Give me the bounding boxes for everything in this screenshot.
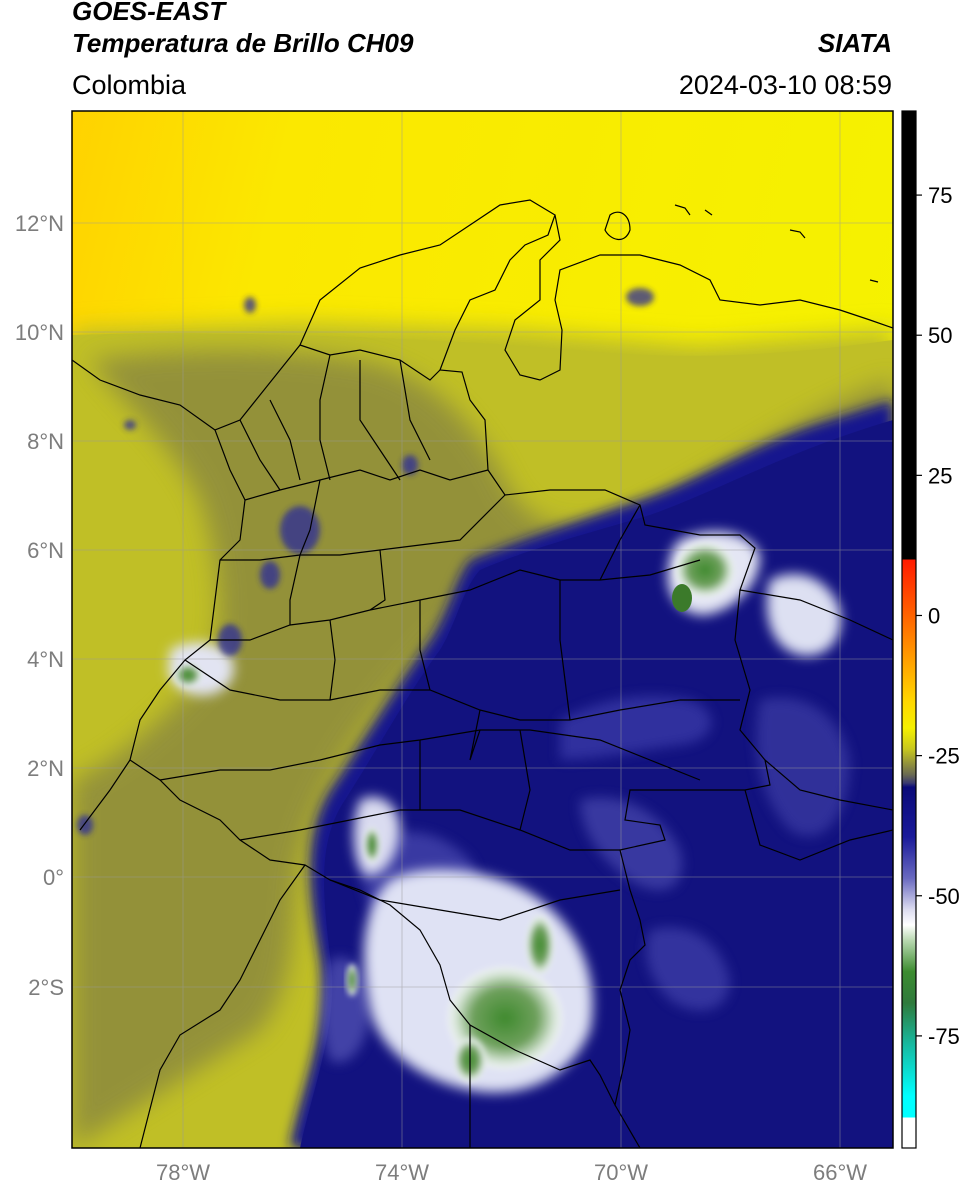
satellite-title: GOES-EAST [72,0,226,26]
lat-tick-label: 10°N [15,320,64,345]
datetime-label: 2024-03-10 08:59 [678,70,892,100]
lon-tick-label: 66°W [813,1160,867,1185]
agency-label: SIATA [817,28,892,58]
brightness-temperature-field [72,111,893,1148]
lat-tick-label: 8°N [27,429,64,454]
lon-tick-label: 74°W [375,1160,429,1185]
region-label: Colombia [72,70,187,100]
colorbar-tick-label: 75 [928,183,952,208]
grid-lines [72,111,893,1148]
longitude-axis: 78°W 74°W 70°W 66°W [156,1160,867,1185]
lat-tick-label: 2°N [27,756,64,781]
colorbar-tick-label: -50 [928,884,960,909]
lat-tick-label: 2°S [28,975,64,1000]
colorbar-tick-label: -75 [928,1024,960,1049]
lat-tick-label: 12°N [15,211,64,236]
lat-tick-label: 0° [43,865,64,890]
map-frame [71,110,894,1149]
colorbar-gradient [902,111,916,1148]
political-borders [72,199,893,1148]
lat-tick-label: 6°N [27,538,64,563]
colorbar-tick-label: 25 [928,463,952,488]
colorbar-tick-label: 50 [928,323,952,348]
colorbar-tick-label: 0 [928,603,940,628]
colorbar-tick-label: -25 [928,744,960,769]
lon-tick-label: 70°W [594,1160,648,1185]
lat-tick-label: 4°N [27,647,64,672]
lon-tick-label: 78°W [156,1160,210,1185]
latitude-axis: 12°N 10°N 8°N 6°N 4°N 2°N 0° 2°S [15,211,64,1000]
colorbar: 75 50 25 0 -25 -50 -75 [901,110,960,1149]
product-title: Temperatura de Brillo CH09 [72,28,414,58]
